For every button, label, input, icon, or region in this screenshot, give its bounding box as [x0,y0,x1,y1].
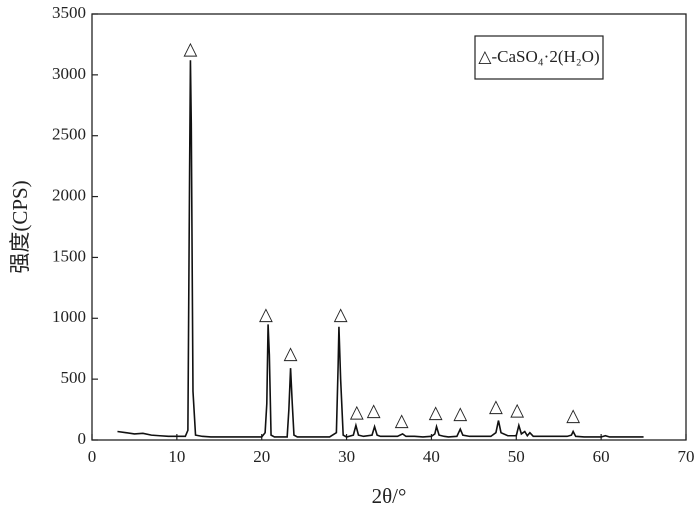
y-tick-label: 2000 [52,185,86,204]
y-tick-label: 2500 [52,125,86,144]
y-tick-label: 0 [78,429,87,448]
peak-marker: △ [510,400,524,420]
peak-marker: △ [350,401,364,421]
y-axis-label: 强度(CPS) [8,180,32,273]
y-tick-label: 1000 [52,307,86,326]
y-tick-label: 3500 [52,3,86,22]
legend-box [474,35,604,80]
peak-marker: △ [429,402,443,422]
x-tick-label: 60 [593,447,610,466]
y-tick-label: 500 [61,368,87,387]
x-axis-label: 2θ/° [372,484,407,508]
peak-marker: △ [453,403,467,423]
peak-marker: △ [259,304,273,324]
peak-marker: △ [184,39,198,59]
peak-marker: △ [367,400,381,420]
x-tick-label: 50 [508,447,525,466]
legend-entry: △-CaSO₄·2(H₂O) [478,47,599,66]
x-tick-label: 70 [678,447,695,466]
peak-marker: △ [489,396,503,416]
peak-marker: △ [284,343,298,363]
peak-marker: △ [566,405,580,425]
peak-marker: △ [334,304,348,324]
x-tick-label: 20 [253,447,270,466]
x-tick-label: 40 [423,447,440,466]
x-tick-label: 30 [338,447,355,466]
peak-marker: △ [395,410,409,430]
data-line [117,60,644,438]
x-tick-label: 10 [168,447,185,466]
y-tick-label: 1500 [52,246,86,265]
x-tick-label: 0 [88,447,97,466]
plot-frame [91,13,687,441]
y-tick-label: 3000 [52,64,86,83]
